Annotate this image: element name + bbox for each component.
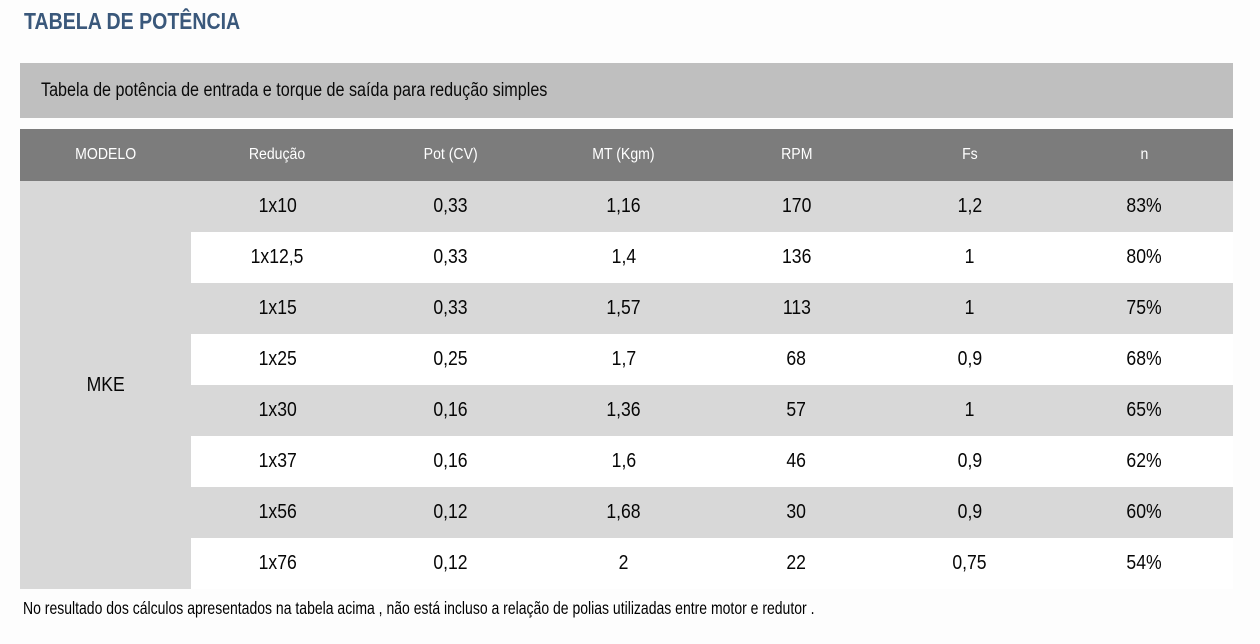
cell-reducao: 1x30 [191, 385, 364, 436]
cell-mt: 1,4 [537, 232, 710, 283]
col-header-pot: Pot (CV) [364, 129, 537, 181]
cell-n: 54% [1056, 538, 1233, 589]
table-row: 1x37 0,16 1,6 46 0,9 62% [20, 436, 1233, 487]
cell-pot: 0,16 [364, 385, 537, 436]
cell-reducao: 1x37 [191, 436, 364, 487]
cell-n: 68% [1056, 334, 1233, 385]
cell-pot: 0,12 [364, 538, 537, 589]
cell-mt: 1,57 [537, 283, 710, 334]
cell-mt: 1,7 [537, 334, 710, 385]
model-text: MKE [86, 373, 125, 396]
cell-reducao: 1x10 [191, 181, 364, 232]
table-caption-bar: Tabela de potência de entrada e torque d… [20, 63, 1233, 118]
cell-n: 62% [1056, 436, 1233, 487]
col-header-rpm-text: RPM [780, 146, 813, 163]
cell-mt: 2 [537, 538, 710, 589]
power-table: MODELO Redução Pot (CV) MT (Kgm) RPM Fs … [20, 129, 1233, 589]
table-row: 1x30 0,16 1,36 57 1 65% [20, 385, 1233, 436]
table-row: 1x76 0,12 2 22 0,75 54% [20, 538, 1233, 589]
cell-fs: 1 [883, 385, 1056, 436]
col-header-fs: Fs [883, 129, 1056, 181]
cell-pot: 0,33 [364, 232, 537, 283]
col-header-mt: MT (Kgm) [537, 129, 710, 181]
col-header-reducao: Redução [191, 129, 364, 181]
cell-rpm: 170 [710, 181, 883, 232]
cell-mt: 1,68 [537, 487, 710, 538]
page-title-text: TABELA DE POTÊNCIA [24, 8, 241, 34]
col-header-mt-text: MT (Kgm) [592, 146, 655, 163]
cell-reducao: 1x56 [191, 487, 364, 538]
col-header-modelo-text: MODELO [74, 146, 137, 163]
cell-fs: 0,9 [883, 334, 1056, 385]
cell-rpm: 22 [710, 538, 883, 589]
cell-n: 75% [1056, 283, 1233, 334]
table-row: 1x56 0,12 1,68 30 0,9 60% [20, 487, 1233, 538]
cell-pot: 0,16 [364, 436, 537, 487]
cell-pot: 0,33 [364, 181, 537, 232]
cell-reducao: 1x25 [191, 334, 364, 385]
footnote-text: No resultado dos cálculos apresentados n… [23, 598, 815, 618]
cell-rpm: 46 [710, 436, 883, 487]
col-header-reducao-text: Redução [249, 146, 306, 163]
cell-rpm: 30 [710, 487, 883, 538]
cell-pot: 0,33 [364, 283, 537, 334]
cell-fs: 0,75 [883, 538, 1056, 589]
cell-n: 60% [1056, 487, 1233, 538]
cell-reducao: 1x76 [191, 538, 364, 589]
table-caption-text: Tabela de potência de entrada e torque d… [41, 80, 548, 101]
model-cell: MKE [20, 181, 191, 589]
table-header-row: MODELO Redução Pot (CV) MT (Kgm) RPM Fs … [20, 129, 1233, 181]
cell-n: 80% [1056, 232, 1233, 283]
col-header-modelo: MODELO [20, 129, 191, 181]
cell-fs: 1 [883, 232, 1056, 283]
cell-pot: 0,12 [364, 487, 537, 538]
cell-fs: 0,9 [883, 487, 1056, 538]
cell-rpm: 57 [710, 385, 883, 436]
cell-fs: 1 [883, 283, 1056, 334]
cell-rpm: 136 [710, 232, 883, 283]
cell-rpm: 113 [710, 283, 883, 334]
table-row: 1x12,5 0,33 1,4 136 1 80% [20, 232, 1233, 283]
cell-rpm: 68 [710, 334, 883, 385]
col-header-n-text: n [1140, 146, 1149, 163]
col-header-pot-text: Pot (CV) [423, 146, 478, 163]
cell-reducao: 1x15 [191, 283, 364, 334]
col-header-n: n [1056, 129, 1233, 181]
cell-mt: 1,16 [537, 181, 710, 232]
table-row: 1x25 0,25 1,7 68 0,9 68% [20, 334, 1233, 385]
table-row: 1x15 0,33 1,57 113 1 75% [20, 283, 1233, 334]
col-header-rpm: RPM [710, 129, 883, 181]
cell-fs: 0,9 [883, 436, 1056, 487]
cell-n: 65% [1056, 385, 1233, 436]
cell-mt: 1,36 [537, 385, 710, 436]
footnote: No resultado dos cálculos apresentados n… [23, 598, 1012, 619]
cell-n: 83% [1056, 181, 1233, 232]
col-header-fs-text: Fs [961, 146, 978, 163]
cell-reducao: 1x12,5 [191, 232, 364, 283]
cell-fs: 1,2 [883, 181, 1056, 232]
cell-pot: 0,25 [364, 334, 537, 385]
cell-mt: 1,6 [537, 436, 710, 487]
table-row: MKE 1x10 0,33 1,16 170 1,2 83% [20, 181, 1233, 589]
page-title: TABELA DE POTÊNCIA [24, 8, 278, 35]
